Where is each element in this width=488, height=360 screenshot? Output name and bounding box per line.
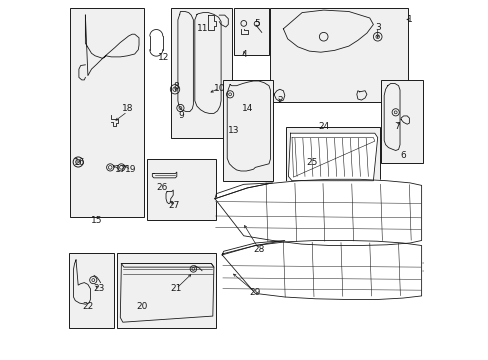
Bar [254,261,275,269]
Text: 18: 18 [122,104,133,113]
Bar [117,253,215,328]
Bar [338,211,359,220]
Text: 28: 28 [253,245,264,253]
Text: 14: 14 [242,104,253,113]
Text: 16: 16 [74,158,85,167]
Text: 1: 1 [407,15,412,24]
Text: 10: 10 [213,84,224,93]
Polygon shape [215,179,421,246]
Bar [70,8,144,217]
Bar [369,210,390,219]
Bar [223,80,273,181]
Text: 26: 26 [156,184,167,193]
Text: 20: 20 [136,302,147,311]
Bar [319,265,340,273]
Bar [273,209,294,217]
Bar [305,211,326,220]
Text: 9: 9 [178,111,184,120]
Bar [233,8,268,55]
Bar [383,264,404,272]
Bar [241,204,262,213]
Text: 21: 21 [170,284,182,293]
Text: 11: 11 [197,24,208,33]
Text: 27: 27 [168,202,180,210]
Text: 19: 19 [125,166,137,175]
Bar [287,264,307,272]
Text: 17: 17 [114,166,126,175]
Text: 25: 25 [306,158,317,167]
Text: 22: 22 [82,302,93,311]
Text: 5: 5 [254,19,260,28]
Text: 12: 12 [158,53,169,62]
Polygon shape [288,133,377,181]
Text: 13: 13 [227,126,239,135]
Text: 8: 8 [173,82,179,91]
Bar [69,253,114,328]
Text: 7: 7 [394,122,400,131]
Bar [285,127,379,184]
Polygon shape [222,240,421,300]
Bar [146,159,216,220]
Bar [381,80,422,163]
Bar [403,263,424,271]
Text: 2: 2 [277,96,283,105]
Bar [399,209,420,217]
Bar [269,8,407,102]
Text: 15: 15 [91,216,102,225]
Bar [170,8,231,138]
Text: 29: 29 [249,288,261,297]
Text: 3: 3 [374,23,380,32]
Text: 23: 23 [93,284,104,293]
Text: 6: 6 [399,151,405,160]
Bar [351,265,372,273]
Text: 4: 4 [241,50,247,59]
Text: 24: 24 [317,122,328,131]
